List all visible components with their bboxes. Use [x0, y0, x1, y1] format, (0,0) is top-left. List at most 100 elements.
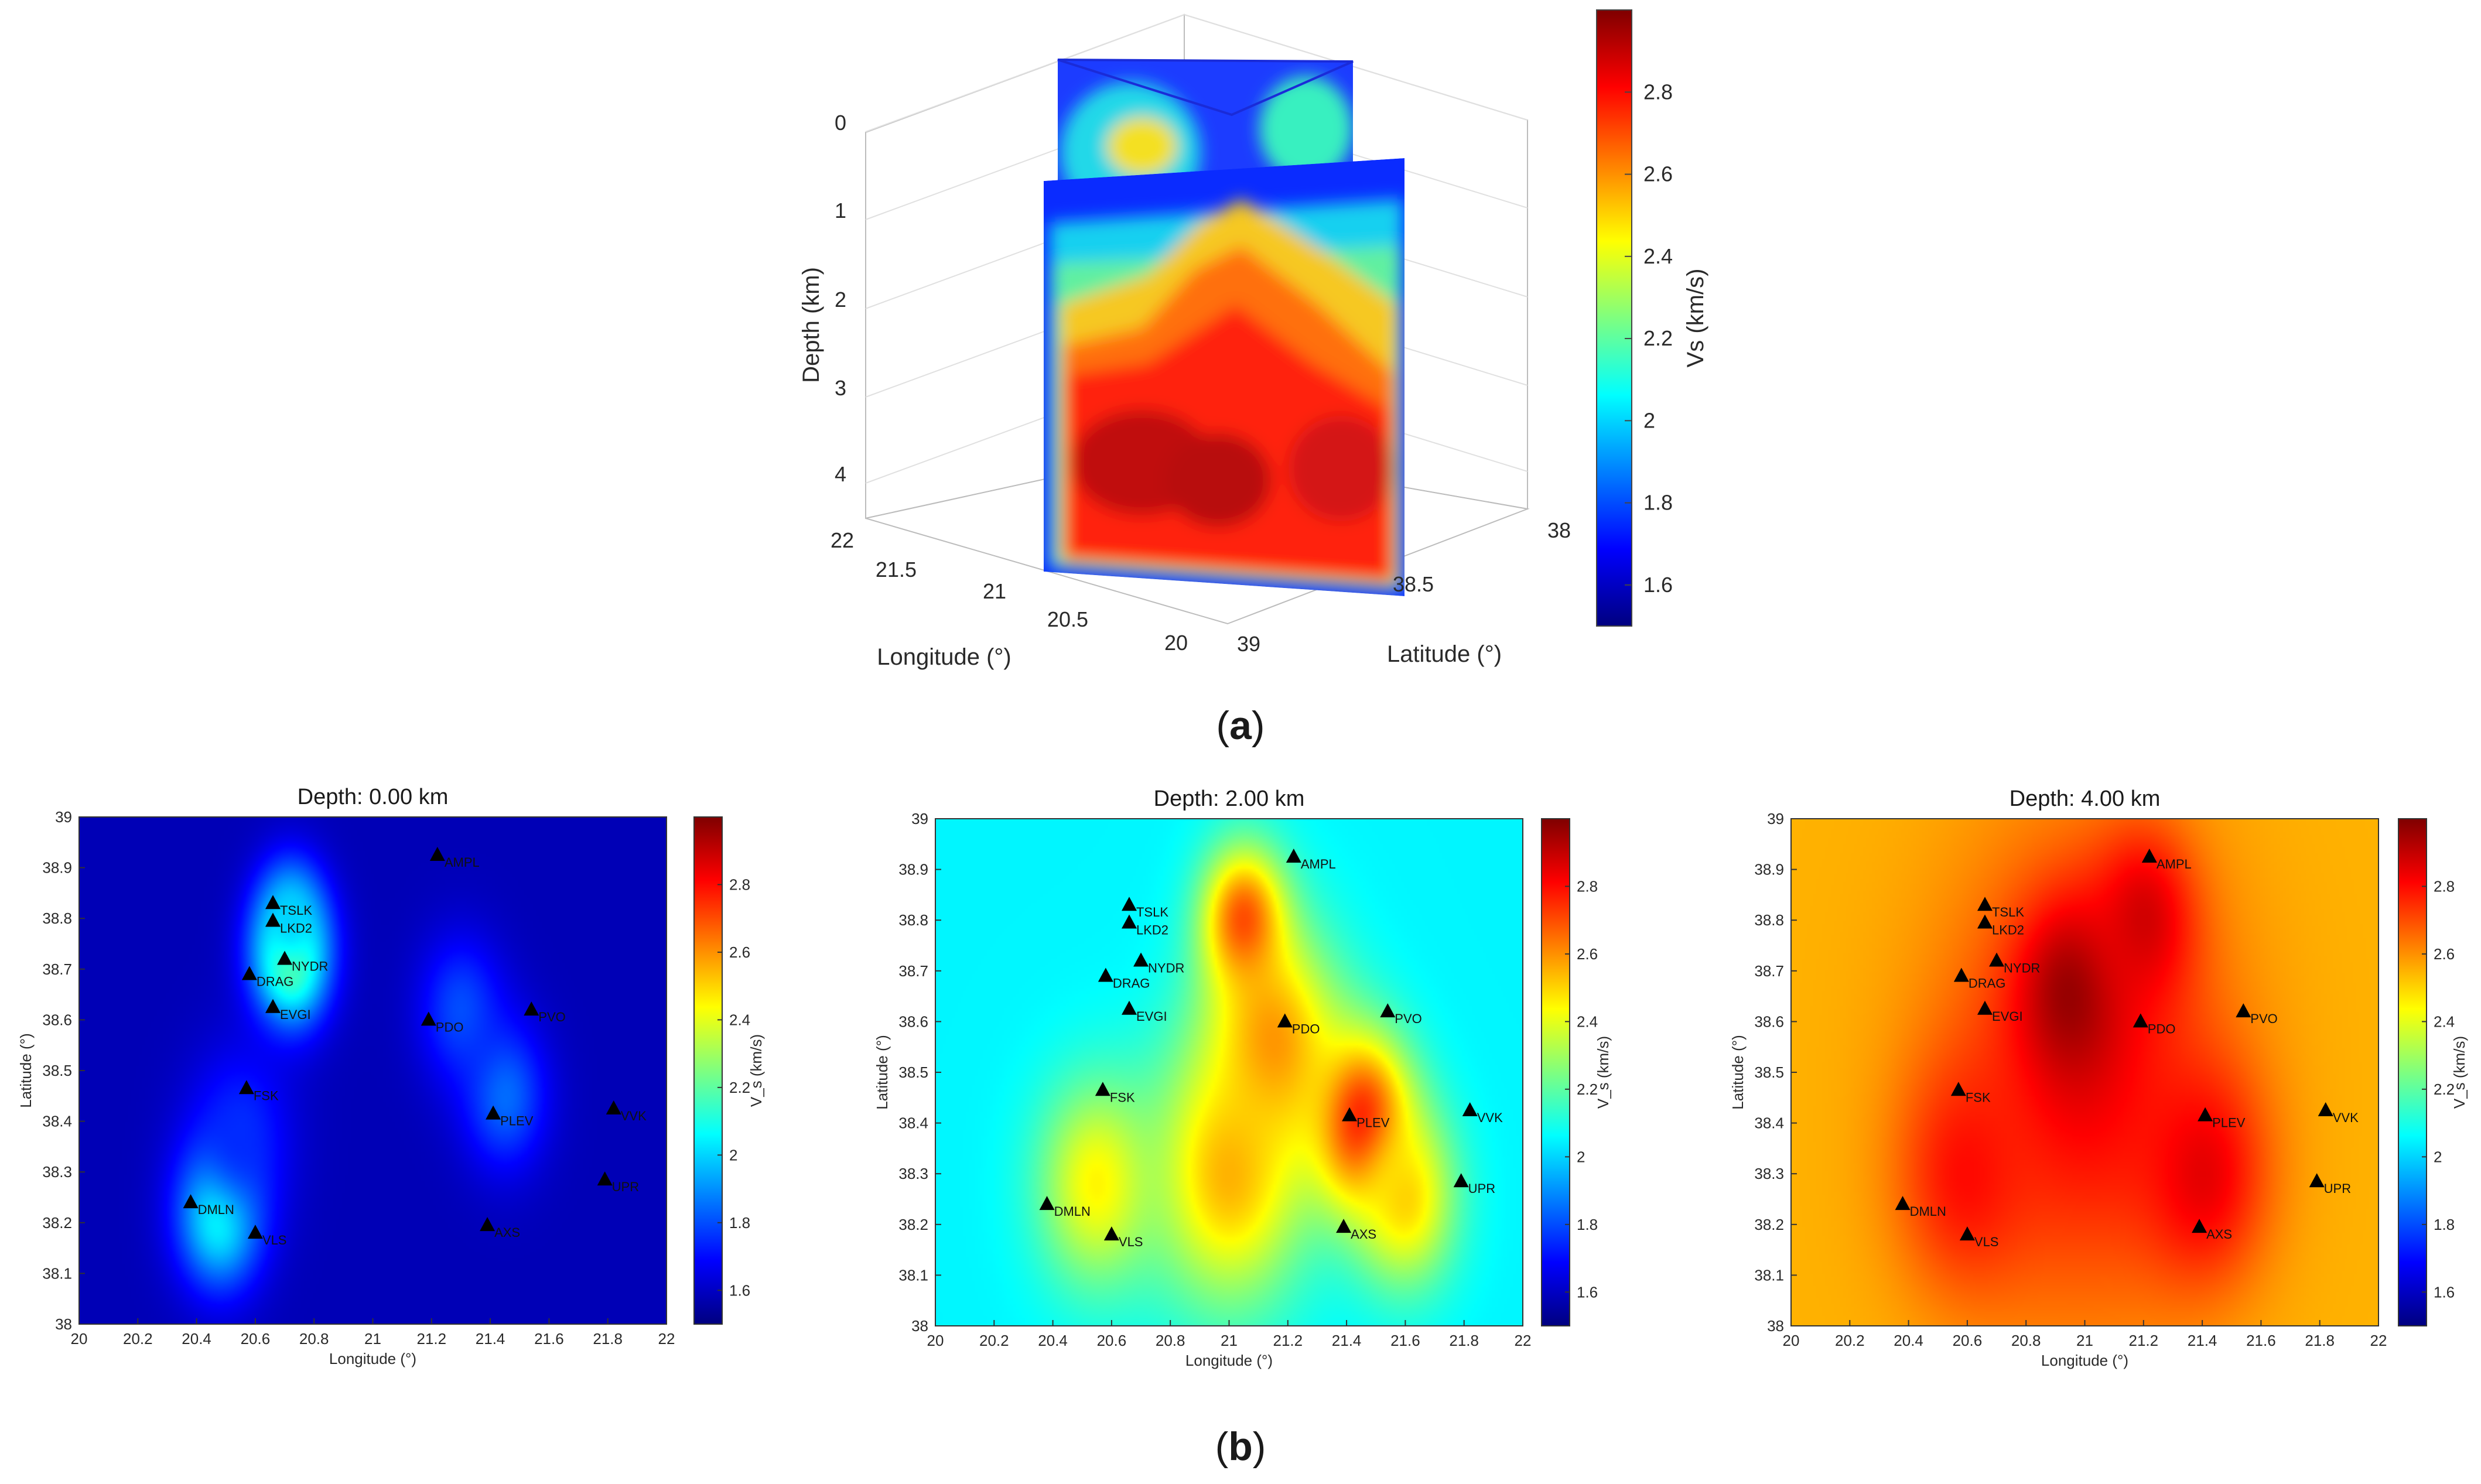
station-label: PVO: [2250, 1011, 2277, 1026]
y-tick-label: 38.6: [898, 1013, 928, 1030]
colorbar-tick-label: 1.8: [2434, 1216, 2455, 1233]
station-marker: [1039, 1196, 1055, 1211]
y-tick-label: 38.5: [1754, 1064, 1784, 1081]
station-label: DMLN: [1910, 1204, 1946, 1219]
map-title: Depth: 0.00 km: [298, 785, 449, 809]
station-label: DRAG: [257, 974, 294, 989]
map-title: Depth: 2.00 km: [1154, 787, 1305, 811]
latitude-tick-labels: 38 38.5 39: [1237, 518, 1571, 656]
station-marker: [1977, 1000, 1993, 1015]
colorbar-tick-label: 2: [1577, 1148, 1585, 1165]
station-label: EVGI: [1992, 1009, 2023, 1024]
station-label: EVGI: [280, 1007, 311, 1022]
y-tick-label: 38.3: [1754, 1165, 1784, 1182]
slice-longitude-front: [1044, 158, 1404, 596]
y-tick-label: 38.5: [898, 1064, 928, 1081]
colorbar-tick-label: 2.8: [2434, 877, 2455, 895]
x-tick-label: 21.8: [2305, 1332, 2335, 1349]
colorbar-label: V_s (km/s): [747, 1034, 765, 1107]
station-label: LKD2: [280, 921, 312, 936]
station-marker: [1121, 1000, 1137, 1015]
colorbar-tick-label: 2.4: [2434, 1013, 2455, 1030]
x-tick-label: 21.8: [1449, 1332, 1479, 1349]
y-tick-label: 38.1: [1754, 1266, 1784, 1284]
station-label: VVK: [2333, 1110, 2359, 1125]
y-tick-label: 38.9: [42, 859, 72, 877]
station-label: TSLK: [1992, 905, 2024, 919]
x-tick-label: 20.6: [241, 1330, 271, 1348]
station-marker: [1953, 967, 1969, 982]
x-axis-label: Longitude (°): [1185, 1352, 1273, 1369]
station-marker: [429, 846, 445, 861]
colorbar-tick-label: 2.4: [1577, 1013, 1598, 1030]
y-tick-label: 38.5: [42, 1062, 72, 1079]
colorbar-tick-label: 2.6: [2434, 945, 2455, 963]
y-tick-label: 38.6: [1754, 1013, 1784, 1030]
y-tick-label: 38: [1767, 1317, 1784, 1335]
station-marker: [1336, 1219, 1352, 1233]
x-tick-label: 21.4: [2188, 1332, 2217, 1349]
grid-line: [1184, 14, 1528, 121]
colorbar-tick-label: 1.6: [1577, 1283, 1598, 1301]
station-label: PVO: [538, 1010, 565, 1024]
x-tick-label: 21: [2076, 1332, 2093, 1349]
station-label: VLS: [1974, 1235, 1999, 1249]
colorbar-gradient: [2398, 818, 2427, 1326]
depth-tick: 3: [835, 376, 846, 400]
station-marker: [265, 999, 281, 1013]
x-tick-label: 20.8: [1156, 1332, 1185, 1349]
station-label: AXS: [494, 1225, 520, 1240]
station-marker: [1098, 967, 1113, 982]
x-tick-label: 20.2: [979, 1332, 1009, 1349]
station-marker: [1977, 897, 1993, 911]
y-tick-label: 38.7: [898, 962, 928, 980]
station-label: LKD2: [1992, 923, 2024, 938]
y-tick-label: 38.9: [898, 861, 928, 878]
station-marker: [1286, 848, 1301, 863]
station-label: VLS: [1119, 1235, 1143, 1249]
station-marker: [480, 1217, 495, 1232]
longitude-axis-label: Longitude (°): [877, 644, 1011, 670]
station-marker: [265, 912, 281, 927]
latitude-tick: 38.5: [1393, 572, 1434, 596]
longitude-tick: 20: [1164, 631, 1188, 655]
x-tick-label: 21.6: [534, 1330, 564, 1348]
colorbar-gradient: [1541, 818, 1570, 1326]
station-marker: [1121, 914, 1137, 929]
station-label: LKD2: [1136, 923, 1168, 938]
x-tick-label: 21.4: [1332, 1332, 1362, 1349]
station-marker: [2141, 848, 2157, 863]
station-marker: [1989, 952, 2005, 967]
station-marker: [486, 1105, 501, 1120]
panel-a-caption: (a): [1216, 703, 1265, 748]
station-marker: [265, 895, 281, 909]
y-tick-label: 38.1: [898, 1266, 928, 1284]
x-tick-label: 21.8: [593, 1330, 623, 1348]
y-axis-label: Latitude (°): [17, 1033, 35, 1107]
heatmap-raster: [79, 817, 667, 1324]
x-tick-label: 20.6: [1097, 1332, 1127, 1349]
y-tick-label: 38.4: [1754, 1114, 1784, 1132]
y-tick-label: 38.8: [1754, 911, 1784, 929]
y-tick-label: 38.2: [1754, 1216, 1784, 1233]
station-marker: [1342, 1107, 1358, 1121]
latitude-tick: 39: [1237, 632, 1260, 656]
y-tick-label: 38: [911, 1317, 928, 1335]
station-label: AXS: [2206, 1227, 2232, 1242]
station-label: AMPL: [445, 855, 480, 870]
station-marker: [1121, 897, 1137, 911]
station-marker: [2133, 1013, 2148, 1028]
station-label: AMPL: [1301, 857, 1336, 871]
depth-tick-labels: 0 1 2 3 4: [835, 111, 846, 486]
depth-tick: 4: [835, 462, 846, 486]
y-tick-label: 39: [1767, 810, 1784, 828]
panel-a-3d-slice: 0 1 2 3 4 22 21.5 21 20.5 20 38 38.5 39 Depth (km)…: [798, 9, 1708, 670]
station-label: NYDR: [292, 959, 328, 973]
colorbar-tick-label: 2.2: [729, 1079, 750, 1096]
station-label: EVGI: [1136, 1009, 1167, 1024]
x-tick-label: 21.6: [2246, 1332, 2276, 1349]
colorbar-a-tick: 1.6: [1643, 573, 1673, 597]
station-marker: [524, 1001, 539, 1016]
